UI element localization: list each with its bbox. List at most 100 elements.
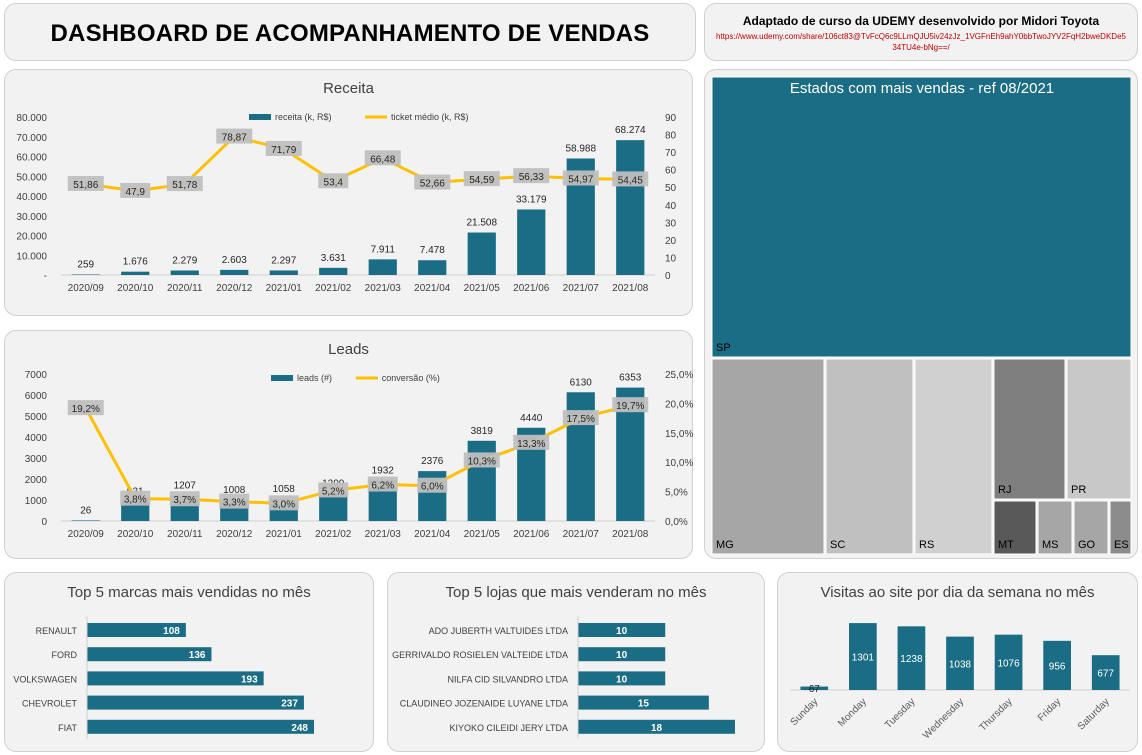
leads-bar-label: 1058 (273, 484, 296, 495)
leads-line-label: 3,0% (272, 499, 295, 510)
receita-line-label-bg (265, 140, 302, 156)
receita-line-label-bg (414, 174, 451, 190)
visits-value-label: 1076 (997, 658, 1020, 669)
leads-line-label-bg (513, 434, 550, 450)
receita-bar-label: 259 (77, 259, 94, 270)
treemap-tile-ms (1037, 500, 1073, 555)
receita-line-label-bg (562, 170, 599, 186)
leads-line-label-bg (120, 490, 151, 506)
leads-xtick: 2021/03 (365, 529, 402, 540)
leads-line-label-bg (318, 482, 349, 498)
receita-bar (220, 269, 249, 275)
visits-day-label: Friday (1036, 696, 1063, 723)
receita-ytick-right: 70 (665, 148, 677, 159)
leads-line-label-bg (67, 400, 104, 416)
treemap-label: GO (1078, 539, 1096, 551)
brands-value-label: 108 (163, 626, 180, 637)
receita-bar (368, 259, 397, 275)
visits-day-label: Sunday (789, 696, 821, 728)
leads-xtick: 2021/06 (513, 529, 550, 540)
receita-bar (269, 270, 298, 275)
stores-category-label: NILFA CID SILVANDRO LTDA (447, 674, 568, 684)
treemap-tile-mt (993, 500, 1037, 555)
brands-category-label: RENAULT (36, 626, 78, 636)
receita-line-label-bg (463, 171, 500, 187)
visits-day-label: Thursday (977, 696, 1014, 733)
brands-chart-title: Top 5 marcas mais vendidas no mês (67, 584, 311, 601)
stores-chart-title: Top 5 lojas que mais venderam no mês (445, 584, 707, 601)
receita-bar-label: 68.274 (615, 125, 646, 136)
receita-bar (616, 140, 645, 275)
states-treemap: SP MG SC RS RJ PR MT MS GO ES Estados com mais ven… (711, 76, 1132, 555)
receita-xtick: 2021/04 (414, 283, 451, 294)
receita-ytick-left: - (44, 271, 47, 282)
leads-ytick-left: 2000 (25, 475, 48, 486)
brands-bar (87, 623, 186, 637)
leads-bar (319, 493, 348, 521)
visits-bar (1043, 640, 1071, 690)
receita-ytick-left: 30.000 (16, 212, 47, 223)
receita-line-label-bg (166, 176, 203, 192)
stores-category-label: CLAUDINEO JOZENAIDE LUYANE LTDA (400, 699, 568, 709)
leads-line-label-bg (612, 397, 649, 413)
receita-bar (319, 267, 348, 275)
brands-chart-panel: Top 5 marcas mais vendidas no mês RENAUL… (4, 572, 374, 752)
receita-line-label-bg (364, 150, 401, 166)
receita-chart: - 10.000 20.000 30.000 40.000 50.000 60.000 70.… (16, 112, 677, 294)
receita-legend-line-label: ticket médio (k, R$) (391, 112, 469, 122)
leads-legend-bar-label: leads (#) (297, 373, 332, 383)
receita-ytick-right: 90 (665, 113, 677, 124)
receita-line-label: 47,9 (126, 187, 146, 198)
leads-ytick-right: 20,0% (665, 399, 693, 410)
stores-chart: ADO JUBERTH VALTUIDES LTDA 10 GERRIVALDO R… (392, 616, 735, 739)
leads-line (84, 403, 631, 505)
visits-bar (897, 626, 926, 690)
stores-bar (578, 695, 709, 710)
leads-xtick: 2021/04 (414, 529, 451, 540)
leads-bar-label: 1932 (372, 465, 395, 476)
receita-ytick-left: 60.000 (16, 153, 47, 164)
brands-value-label: 193 (241, 674, 258, 685)
receita-bar (170, 270, 199, 275)
leads-ytick-left: 3000 (25, 454, 48, 465)
stores-chart-panel: Top 5 lojas que mais venderam no mês ADO… (387, 572, 765, 752)
receita-ytick-left: 20.000 (16, 232, 47, 243)
receita-bar-label: 7.478 (420, 245, 445, 256)
treemap-tile-sp (711, 76, 1132, 358)
credit-url-link[interactable]: https://www.udemy.com/share/106ct83@TvFc… (716, 32, 1126, 52)
leads-xtick: 2020/10 (117, 529, 154, 540)
visits-value-label: 1238 (900, 654, 923, 665)
stores-value-label: 15 (638, 699, 650, 710)
receita-xtick: 2021/02 (315, 283, 352, 294)
brands-category-label: FIAT (58, 723, 77, 733)
leads-line-label-bg (268, 495, 299, 511)
stores-bar (578, 647, 666, 662)
visits-bar (849, 623, 877, 690)
receita-bar-label: 3.631 (321, 253, 346, 264)
treemap-tile-mg (711, 358, 825, 555)
leads-xtick: 2021/07 (563, 529, 600, 540)
leads-bar-label: 3819 (471, 426, 494, 437)
leads-line-label: 19,7% (616, 401, 644, 412)
leads-xtick: 2021/05 (464, 529, 501, 540)
receita-bar-label: 21.508 (466, 218, 497, 229)
leads-chart-title: Leads (328, 341, 369, 358)
leads-bar-label: 1008 (223, 485, 246, 496)
leads-line-label: 3,3% (223, 498, 246, 509)
leads-bar-label: 26 (80, 505, 92, 516)
receita-line-label: 52,66 (420, 179, 445, 190)
treemap-tile-pr (1066, 358, 1132, 500)
visits-day-label: Monday (836, 696, 869, 729)
brands-bar (87, 719, 314, 734)
treemap-label: MG (716, 539, 734, 551)
receita-bar (467, 232, 496, 275)
receita-line-label-bg (318, 173, 349, 189)
visits-chart-title: Visitas ao site por dia da semana no mês (820, 584, 1095, 601)
receita-bar (517, 209, 546, 275)
treemap-tile-go (1073, 500, 1109, 555)
leads-legend-line-label: conversão (%) (382, 373, 440, 383)
visits-value-label: 1301 (852, 653, 875, 664)
stores-value-label: 10 (616, 626, 628, 637)
receita-ytick-right: 80 (665, 131, 677, 142)
receita-line-label-bg (216, 128, 253, 144)
